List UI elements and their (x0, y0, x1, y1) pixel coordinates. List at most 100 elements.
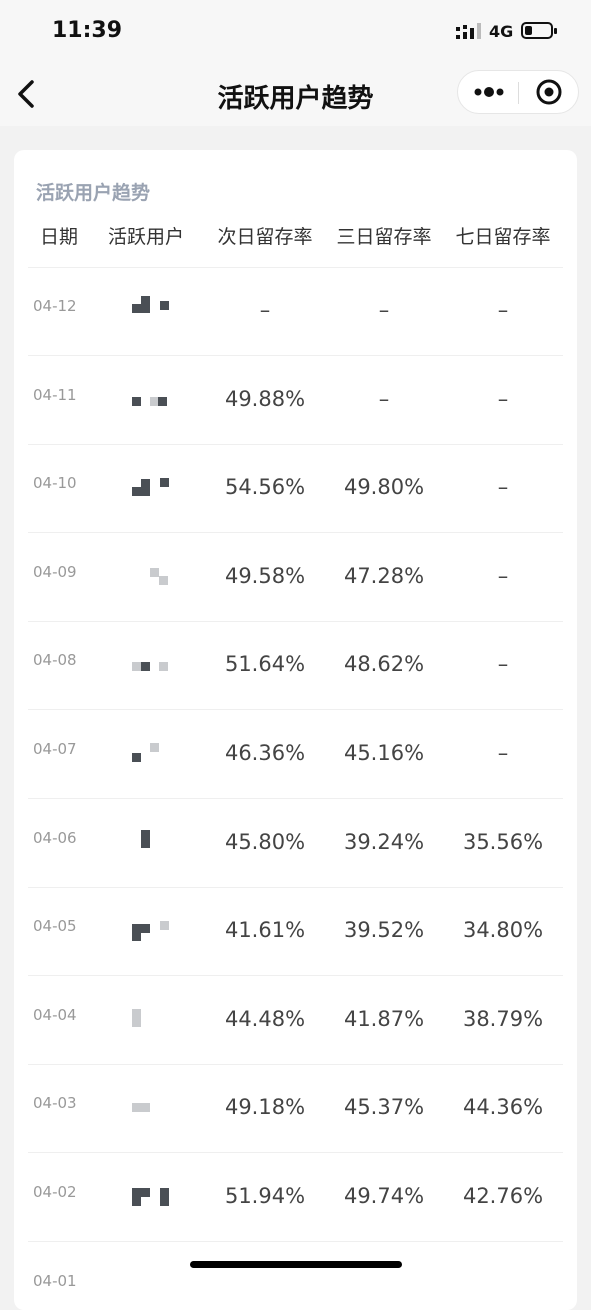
home-indicator[interactable] (190, 1261, 402, 1268)
header-three-day-retention: 三日留存率 (336, 226, 432, 248)
redacted-active-users (132, 296, 169, 320)
row-three-day-retention: – (378, 298, 390, 322)
row-next-day-retention: 41.61% (224, 918, 306, 943)
back-button[interactable] (10, 76, 46, 112)
mosaic-pixel (141, 829, 150, 839)
table-row: 04-10 54.56% 49.80% – (28, 445, 563, 534)
header-divider (28, 267, 563, 268)
row-seven-day-retention: – (497, 386, 509, 411)
row-three-day-retention: 48.62% (343, 652, 425, 677)
row-next-day-retention: 49.18% (224, 1095, 306, 1120)
row-next-day-retention: 46.36% (224, 741, 306, 765)
row-three-day-retention: 47.28% (343, 563, 425, 588)
row-next-day-retention: 45.80% (224, 829, 306, 854)
row-seven-day-retention: 42.76% (462, 1184, 544, 1208)
target-close-icon (536, 79, 562, 105)
header-active-users: 活跃用户 (108, 226, 185, 248)
table-row: 04-08 51.64% 48.62% – (28, 622, 563, 711)
more-dots-icon (474, 87, 504, 97)
row-seven-day-retention: 35.56% (462, 829, 544, 854)
row-three-day-retention: – (378, 386, 390, 411)
row-seven-day-retention: 34.80% (462, 918, 544, 943)
mosaic-pixel (158, 396, 167, 406)
header-seven-day-retention: 七日留存率 (455, 226, 551, 248)
redacted-active-users (132, 828, 168, 852)
table-row: 04-02 51.94% 49.74% 42.76% (28, 1154, 563, 1242)
row-date: 04-04 (33, 1005, 77, 1024)
row-date: 04-11 (33, 385, 77, 404)
network-type: 4G (489, 22, 514, 41)
row-seven-day-retention: – (497, 475, 509, 500)
redacted-active-users (132, 916, 169, 942)
row-three-day-retention: 45.16% (343, 741, 425, 765)
mosaic-pixel (132, 932, 141, 942)
row-three-day-retention: 41.87% (343, 1006, 425, 1031)
redacted-active-users (132, 650, 168, 674)
row-next-day-retention: 54.56% (224, 475, 306, 500)
row-date: 04-09 (33, 562, 77, 581)
mosaic-pixel (141, 924, 150, 934)
row-seven-day-retention: 38.79% (462, 1006, 544, 1031)
header-next-day-retention: 次日留存率 (217, 226, 313, 248)
mosaic-pixel (141, 479, 150, 489)
mini-program-capsule (457, 70, 579, 114)
table-row: 04-05 41.61% 39.52% 34.80% (28, 888, 563, 977)
mosaic-pixel (159, 662, 168, 672)
status-bar: 11:39 4G (0, 0, 591, 64)
table-row: 04-07 46.36% 45.16% – (28, 711, 563, 799)
mosaic-pixel (141, 1103, 150, 1113)
mosaic-pixel (141, 838, 150, 848)
mosaic-pixel (132, 1017, 141, 1027)
redacted-active-users (132, 385, 168, 409)
row-three-day-retention: 45.37% (343, 1095, 425, 1120)
row-seven-day-retention: – (497, 298, 509, 322)
row-seven-day-retention: 44.36% (462, 1095, 544, 1120)
mosaic-pixel (132, 1197, 141, 1206)
row-three-day-retention: 39.52% (343, 918, 425, 943)
table-row: 04-06 45.80% 39.24% 35.56% (28, 800, 563, 888)
table-row: 04-11 49.88% – – (28, 357, 563, 445)
chevron-left-icon (18, 80, 34, 108)
card-title: 活跃用户趋势 (36, 182, 151, 204)
mosaic-pixel (160, 301, 169, 310)
capsule-divider (518, 82, 519, 104)
mosaic-pixel (132, 924, 141, 934)
row-next-day-retention: 51.94% (224, 1184, 306, 1208)
mosaic-pixel (132, 304, 141, 313)
redacted-active-users (132, 1182, 169, 1206)
mosaic-pixel (150, 567, 159, 577)
page-title: 活跃用户趋势 (217, 84, 374, 114)
more-button[interactable] (458, 71, 519, 113)
battery-level (525, 26, 532, 35)
battery-icon (521, 22, 557, 39)
row-date: 04-07 (33, 740, 77, 758)
row-three-day-retention: 49.80% (343, 475, 425, 500)
signal-icon (456, 23, 481, 39)
mosaic-pixel (160, 478, 169, 488)
mosaic-pixel (141, 304, 150, 313)
mosaic-pixel (160, 1188, 169, 1197)
mosaic-pixel (150, 743, 159, 752)
row-next-day-retention: 49.58% (224, 563, 306, 588)
row-seven-day-retention: – (497, 741, 509, 765)
row-seven-day-retention: – (497, 652, 509, 677)
trend-card: 活跃用户趋势 日期 活跃用户 次日留存率 三日留存率 七日留存率 04-12 – –… (14, 150, 577, 1310)
header-date: 日期 (40, 226, 79, 248)
row-three-day-retention: 49.74% (343, 1184, 425, 1208)
redacted-active-users (132, 1005, 168, 1029)
mosaic-pixel (160, 1197, 169, 1206)
mosaic-pixel (132, 396, 141, 406)
close-button[interactable] (519, 71, 579, 113)
nav-bar: 活跃用户趋势 (0, 64, 591, 126)
redacted-active-users (132, 473, 169, 497)
status-time: 11:39 (52, 18, 123, 43)
mosaic-pixel (132, 487, 141, 497)
redacted-active-users (132, 739, 168, 763)
mosaic-pixel (132, 753, 141, 762)
mosaic-pixel (141, 296, 150, 305)
table-row: 04-09 49.58% 47.28% – (28, 534, 563, 622)
row-three-day-retention: 39.24% (343, 829, 425, 854)
row-next-day-retention: 44.48% (224, 1006, 306, 1031)
row-date: 04-01 (33, 1271, 77, 1290)
row-next-day-retention: 49.88% (224, 386, 306, 411)
